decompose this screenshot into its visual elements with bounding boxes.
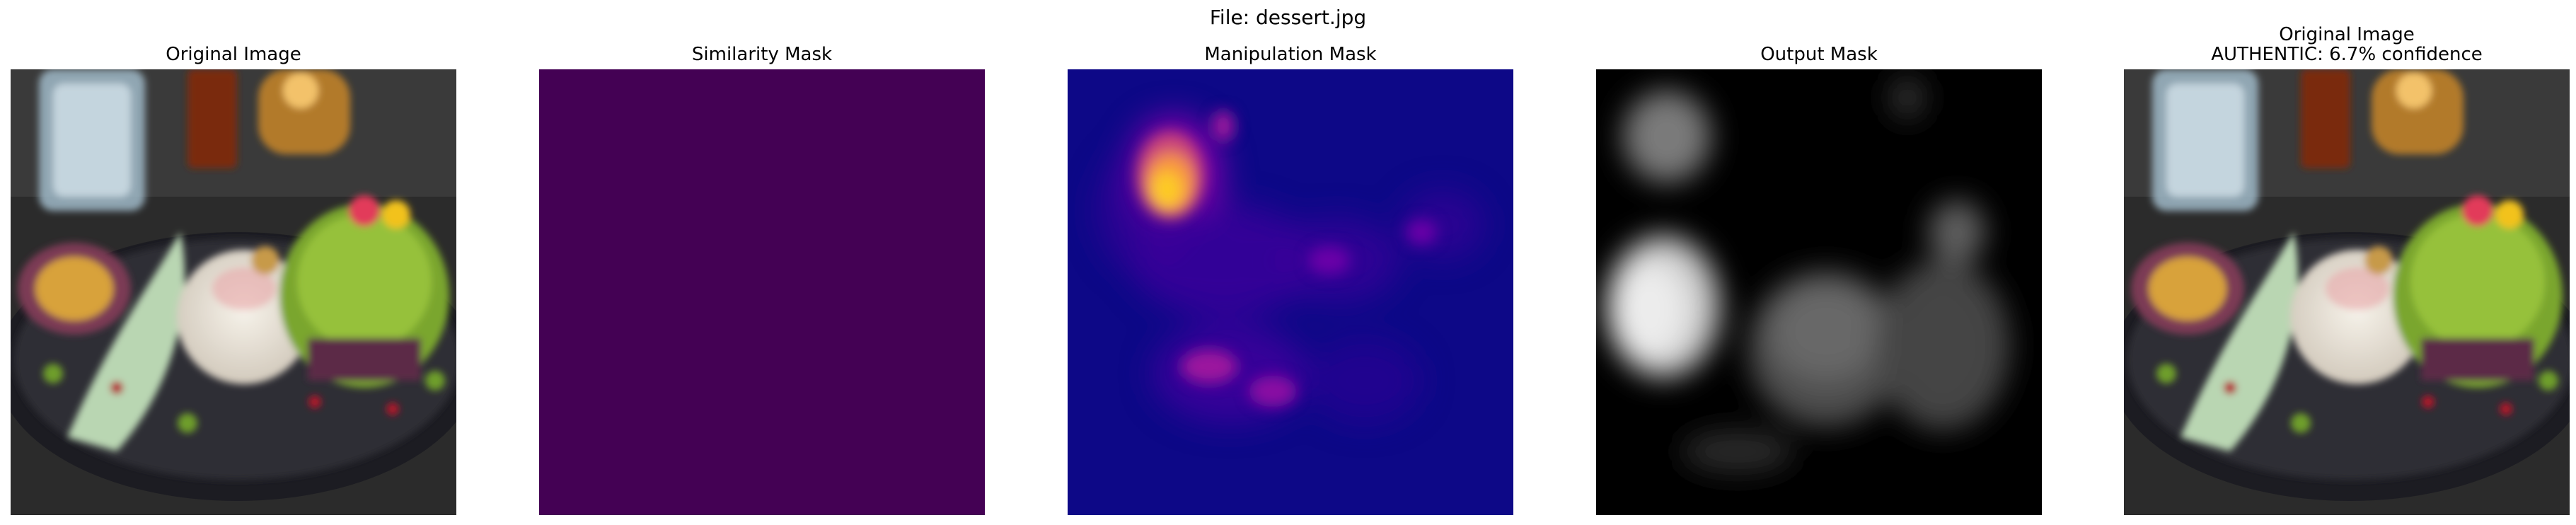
original-image-result-panel — [2124, 69, 2570, 515]
dessert-photo — [11, 69, 456, 515]
output-mask-image — [1596, 69, 2042, 515]
panel-title-output: Output Mask — [1760, 44, 1878, 65]
figure-title: File: dessert.jpg — [1209, 6, 1367, 29]
panel-title-original-result: Original Image — [2279, 24, 2415, 45]
authenticity-result-label: AUTHENTIC: 6.7% confidence — [2211, 44, 2483, 65]
similarity-mask-panel — [539, 69, 985, 515]
original-image-panel — [11, 69, 456, 515]
panel-title-similarity: Similarity Mask — [691, 44, 833, 65]
manipulation-mask-image — [1068, 69, 1513, 515]
output-mask-panel — [1596, 69, 2042, 515]
similarity-mask-image — [539, 69, 985, 515]
panel-title-manipulation: Manipulation Mask — [1204, 44, 1377, 65]
panel-title-original: Original Image — [166, 44, 301, 65]
dessert-photo — [2124, 69, 2570, 515]
manipulation-mask-panel — [1068, 69, 1513, 515]
